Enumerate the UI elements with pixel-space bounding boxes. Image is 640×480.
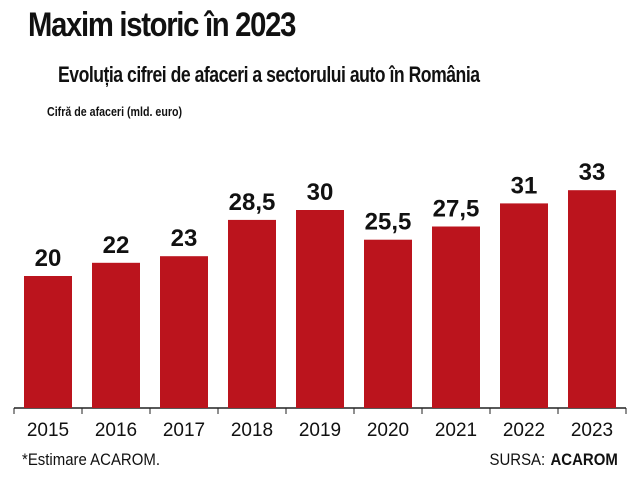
source-label: SURSA:: [489, 450, 546, 469]
bar-2017: [160, 256, 208, 408]
value-label-2016: 22: [103, 232, 130, 259]
chart-title: Maxim istoric în 2023: [28, 6, 296, 44]
bar-2016: [92, 262, 140, 408]
bar-2018: [228, 219, 276, 408]
value-label-2021: 27,5: [433, 196, 480, 223]
value-label-2017: 23: [171, 225, 198, 252]
x-tick-label-2015: 2015: [27, 420, 69, 441]
source-name: ACAROM: [550, 450, 618, 469]
x-tick-label-2018: 2018: [231, 420, 273, 441]
x-tick-label-2023: 2023: [571, 420, 613, 441]
x-tick-label-2017: 2017: [163, 420, 205, 441]
x-tick-label-2016: 2016: [95, 420, 137, 441]
value-label-2020: 25,5: [365, 209, 412, 236]
bar-2021: [432, 226, 480, 408]
x-tick-label-2021: 2021: [435, 420, 477, 441]
bar-2015: [24, 276, 72, 408]
source-credit: SURSA: ACAROM: [490, 450, 618, 470]
bar-2023: [568, 190, 616, 408]
value-label-2019: 30: [307, 179, 334, 206]
x-tick-label-2019: 2019: [299, 420, 341, 441]
bar-2019: [296, 210, 344, 408]
value-label-2015: 20: [35, 245, 62, 272]
x-tick-label-2020: 2020: [367, 420, 409, 441]
footnote: *Estimare ACAROM.: [22, 450, 160, 469]
bar-2022: [500, 203, 548, 408]
value-label-2022: 31: [511, 172, 538, 199]
y-axis-label: Cifră de afaceri (mld. euro): [47, 104, 183, 119]
chart-subtitle: Evoluția cifrei de afaceri a sectorului …: [58, 62, 480, 87]
value-label-2023: 33: [579, 159, 606, 186]
value-label-2018: 28,5: [229, 189, 276, 216]
bar-2020: [364, 239, 412, 408]
x-tick-label-2022: 2022: [503, 420, 545, 441]
